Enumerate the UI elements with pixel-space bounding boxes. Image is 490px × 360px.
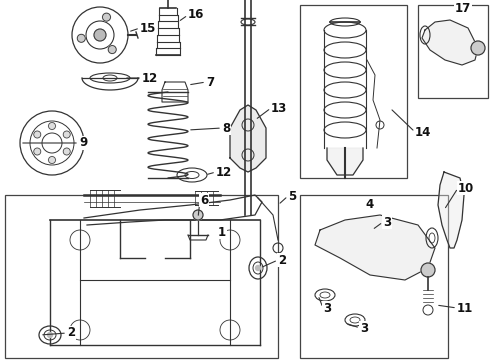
Text: 11: 11	[457, 302, 473, 315]
Text: 17: 17	[455, 1, 471, 14]
Polygon shape	[422, 20, 478, 65]
Text: 15: 15	[140, 22, 156, 35]
Polygon shape	[438, 172, 464, 248]
Text: 2: 2	[278, 253, 286, 266]
Ellipse shape	[255, 266, 261, 270]
Circle shape	[49, 157, 55, 163]
Text: 13: 13	[271, 102, 287, 114]
Polygon shape	[315, 215, 435, 280]
Bar	[418, 5, 488, 98]
Text: 16: 16	[188, 9, 204, 22]
Text: 2: 2	[67, 327, 75, 339]
Text: 3: 3	[360, 321, 368, 334]
Circle shape	[63, 131, 70, 138]
Circle shape	[421, 263, 435, 277]
Text: 6: 6	[200, 194, 208, 207]
Circle shape	[471, 41, 485, 55]
Text: 1: 1	[218, 225, 226, 238]
Text: 3: 3	[323, 302, 331, 315]
Text: 9: 9	[79, 136, 87, 149]
Circle shape	[34, 131, 41, 138]
Polygon shape	[327, 148, 363, 175]
Text: 12: 12	[216, 166, 232, 179]
Text: 5: 5	[288, 189, 296, 202]
Ellipse shape	[48, 333, 52, 338]
Text: 14: 14	[415, 126, 431, 139]
Text: 12: 12	[142, 72, 158, 85]
Text: 4: 4	[365, 198, 373, 211]
Bar	[5, 195, 278, 358]
Text: 10: 10	[458, 181, 474, 194]
Text: 8: 8	[222, 122, 230, 135]
Text: 7: 7	[206, 76, 214, 89]
Bar	[300, 195, 448, 358]
Polygon shape	[230, 105, 266, 172]
Circle shape	[193, 210, 203, 220]
Bar	[300, 5, 407, 178]
Circle shape	[108, 46, 116, 54]
Circle shape	[102, 13, 111, 21]
Circle shape	[94, 29, 106, 41]
Circle shape	[49, 122, 55, 130]
Text: 3: 3	[383, 216, 391, 229]
Circle shape	[63, 148, 70, 155]
Circle shape	[34, 148, 41, 155]
Circle shape	[77, 34, 85, 42]
